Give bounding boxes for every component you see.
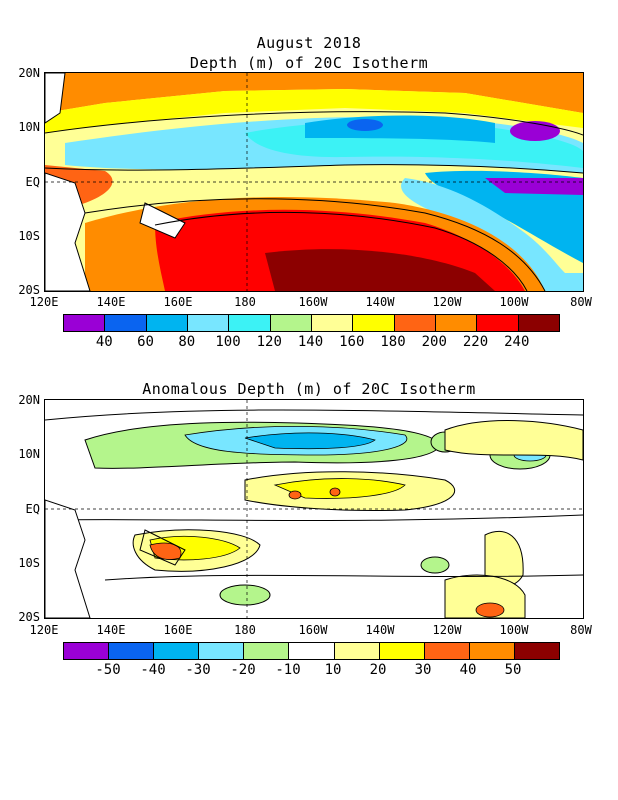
top-lon-140w: 140W [365, 295, 395, 309]
bottom-legend-swatch [199, 643, 245, 659]
bottom-legend-swatch [109, 643, 155, 659]
top-depth-map [44, 72, 584, 292]
top-legend-label: 220 [462, 334, 489, 350]
top-legend-swatch [477, 315, 519, 331]
bottom-legend-label: -50 [95, 662, 121, 678]
top-legend-label: 160 [339, 334, 365, 350]
top-lon-140e: 140E [96, 295, 126, 309]
top-color-legend [63, 314, 560, 332]
bottom-lon-160e: 160E [163, 623, 193, 637]
bottom-legend-swatch [424, 643, 470, 659]
bottom-legend-label: -40 [140, 662, 166, 678]
top-legend-label: 200 [421, 334, 447, 350]
top-legend-label: 240 [504, 334, 530, 350]
bottom-legend-swatch [334, 643, 380, 659]
top-depth-field [45, 73, 583, 291]
bottom-lon-140e: 140E [96, 623, 126, 637]
top-legend-swatch [229, 315, 271, 331]
top-legend-swatch [311, 315, 354, 331]
bottom-legend-label: 30 [414, 662, 432, 678]
top-lon-160e: 160E [163, 295, 193, 309]
top-lat-20n: 20N [18, 66, 40, 80]
top-legend-swatch [105, 315, 147, 331]
bottom-legend-swatch [379, 643, 425, 659]
bottom-lon-120w: 120W [432, 623, 462, 637]
top-legend-label: 60 [137, 334, 154, 350]
top-legend-swatch [394, 315, 436, 331]
bottom-lon-180: 180 [234, 623, 256, 637]
top-legend-label: 100 [215, 334, 241, 350]
bottom-legend-label: 50 [504, 662, 522, 678]
top-title-line2: Depth (m) of 20C Isotherm [189, 54, 429, 72]
bottom-legend-swatch [289, 643, 335, 659]
bottom-title: Anomalous Depth (m) of 20C Isotherm [142, 380, 476, 398]
top-lon-100w: 100W [499, 295, 529, 309]
bottom-legend-label: -10 [275, 662, 301, 678]
top-legend-label: 140 [297, 334, 324, 350]
bottom-legend-label: 20 [369, 662, 387, 678]
top-lon-120w: 120W [432, 295, 462, 309]
top-legend-swatch [64, 315, 106, 331]
bottom-lon-120e: 120E [29, 623, 59, 637]
bottom-legend-swatch [64, 643, 110, 659]
bottom-legend-swatch [154, 643, 200, 659]
top-lon-160w: 160W [298, 295, 328, 309]
bottom-lat-20n: 20N [18, 393, 40, 407]
bottom-lat-10s: 10S [18, 556, 40, 570]
top-legend-swatch [146, 315, 188, 331]
bottom-lat-10n: 10N [18, 447, 40, 461]
top-legend-label: 180 [380, 334, 406, 350]
top-legend-label: 80 [178, 334, 196, 350]
bottom-lat-eq: EQ [25, 502, 40, 516]
top-lon-80w: 80W [570, 295, 592, 309]
top-legend-swatch [518, 315, 559, 331]
top-lat-10s: 10S [18, 229, 40, 243]
bottom-anomaly-field [45, 400, 583, 618]
top-legend-swatch [353, 315, 395, 331]
top-legend-swatch [435, 315, 478, 331]
bottom-lat-20s: 20S [18, 610, 40, 624]
bottom-legend-label: 40 [459, 662, 477, 678]
bottom-legend-swatch [244, 643, 290, 659]
top-title-line1: August 2018 [256, 34, 362, 52]
bottom-legend-swatch [514, 643, 560, 659]
top-legend-swatch [270, 315, 312, 331]
bottom-lon-140w: 140W [365, 623, 395, 637]
bottom-lon-160w: 160W [298, 623, 328, 637]
bottom-legend-label: 10 [324, 662, 342, 678]
top-lon-120e: 120E [29, 295, 59, 309]
top-legend-swatch [187, 315, 230, 331]
top-legend-label: 120 [256, 334, 282, 350]
bottom-lon-80w: 80W [570, 623, 592, 637]
bottom-legend-swatch [469, 643, 515, 659]
bottom-legend-label: -20 [230, 662, 256, 678]
bottom-color-legend [63, 642, 560, 660]
bottom-anomaly-map [44, 399, 584, 619]
bottom-legend-label: -30 [185, 662, 211, 678]
top-lat-20s: 20S [18, 283, 40, 297]
top-lat-10n: 10N [18, 120, 40, 134]
bottom-lon-100w: 100W [499, 623, 529, 637]
top-lon-180: 180 [234, 295, 256, 309]
top-legend-label: 40 [95, 334, 113, 350]
top-lat-eq: EQ [25, 175, 40, 189]
